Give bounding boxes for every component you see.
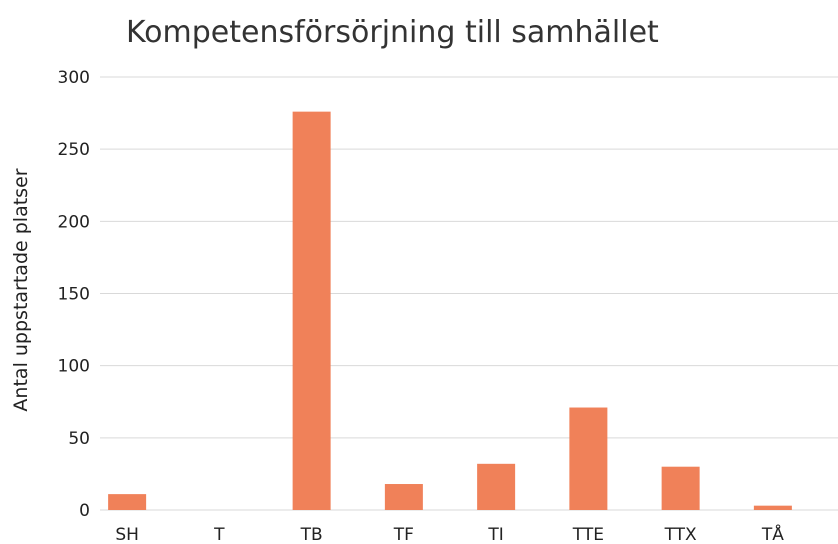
x-tick-label: TI xyxy=(487,525,503,544)
bar-sh xyxy=(108,494,147,510)
y-tick-label: 250 xyxy=(58,140,90,160)
x-tick-label: TTX xyxy=(664,525,697,544)
x-tick-label: SH xyxy=(115,525,139,544)
y-tick-label: 150 xyxy=(58,285,90,305)
x-tick-label: T xyxy=(213,525,225,544)
x-tick-label: TF xyxy=(393,525,414,544)
x-tick-labels: SH T TB TF TI TTE TTX TÅ xyxy=(115,523,784,544)
bar-tb xyxy=(292,111,331,510)
y-tick-label: 0 xyxy=(79,501,90,521)
y-tick-label: 50 xyxy=(68,429,90,449)
y-tick-label: 300 xyxy=(58,68,90,88)
x-tick-label: TB xyxy=(300,525,323,544)
x-tick-label: TTE xyxy=(572,525,604,544)
x-tick-label: TÅ xyxy=(761,523,784,544)
gridlines xyxy=(100,76,838,511)
y-tick-label: 100 xyxy=(58,357,90,377)
bar-tå xyxy=(753,505,792,510)
bar-ttx xyxy=(661,466,700,510)
bars xyxy=(108,111,792,510)
bar-ti xyxy=(477,463,516,510)
y-axis-label: Antal uppstartade platser xyxy=(10,168,32,411)
y-tick-label: 200 xyxy=(58,212,90,232)
chart-title: Kompetensförsörjning till samhället xyxy=(126,15,659,50)
bar-tte xyxy=(569,407,608,510)
y-tick-labels: 0 50 100 150 200 250 300 xyxy=(58,68,90,521)
bar-tf xyxy=(384,484,423,510)
